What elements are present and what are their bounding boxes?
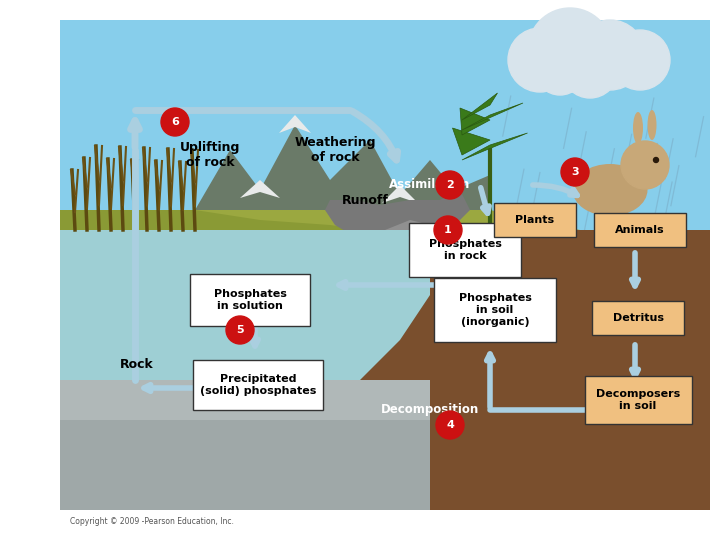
FancyBboxPatch shape [60,20,710,510]
Polygon shape [385,220,430,245]
Text: Runoff: Runoff [341,193,388,206]
Polygon shape [462,103,523,130]
FancyArrowPatch shape [411,238,424,263]
Text: Detritus: Detritus [613,313,664,323]
Polygon shape [462,93,498,120]
Circle shape [226,316,254,344]
Polygon shape [60,420,430,510]
Circle shape [436,171,464,199]
FancyArrowPatch shape [487,354,493,407]
Ellipse shape [633,112,643,144]
Text: Rock: Rock [120,359,154,372]
Circle shape [535,45,585,95]
Circle shape [528,8,612,92]
FancyBboxPatch shape [190,274,310,326]
FancyArrowPatch shape [631,345,639,376]
Polygon shape [460,108,490,135]
Circle shape [621,141,669,189]
Text: Copyright © 2009 -Pearson Education, Inc.: Copyright © 2009 -Pearson Education, Inc… [70,517,234,526]
FancyArrowPatch shape [130,120,140,147]
Circle shape [654,158,659,163]
Polygon shape [60,210,710,290]
Circle shape [562,42,618,98]
Circle shape [575,20,645,90]
FancyArrowPatch shape [631,253,639,286]
Text: Uplifting
of rock: Uplifting of rock [180,141,240,169]
Text: Assimilation: Assimilation [390,179,471,192]
FancyBboxPatch shape [594,213,686,247]
FancyArrowPatch shape [456,239,464,267]
Ellipse shape [572,164,647,216]
Polygon shape [195,125,490,210]
FancyArrowPatch shape [481,188,489,213]
Text: 5: 5 [236,325,244,335]
Text: Weathering
of rock: Weathering of rock [294,136,376,164]
Text: Precipitated
(solid) phosphates: Precipitated (solid) phosphates [200,374,316,396]
Circle shape [161,108,189,136]
Text: Decomposers
in soil: Decomposers in soil [596,389,680,411]
Circle shape [508,28,572,92]
FancyBboxPatch shape [434,278,556,342]
Text: 2: 2 [446,180,454,190]
Text: 6: 6 [171,117,179,127]
Text: Phosphates
in soil
(inorganic): Phosphates in soil (inorganic) [459,293,531,327]
FancyArrowPatch shape [339,282,442,288]
Text: Plants: Plants [516,215,554,225]
FancyBboxPatch shape [193,360,323,410]
Polygon shape [60,380,430,510]
Ellipse shape [647,110,657,140]
Text: 3: 3 [571,167,579,177]
Circle shape [610,30,670,90]
Text: 1: 1 [444,225,452,235]
Text: Decomposition: Decomposition [381,403,479,416]
FancyArrowPatch shape [352,111,397,160]
Polygon shape [462,133,528,160]
Polygon shape [60,230,430,380]
FancyArrowPatch shape [533,185,577,195]
Circle shape [434,216,462,244]
FancyBboxPatch shape [409,223,521,277]
Circle shape [436,411,464,439]
Text: Phosphates
in solution: Phosphates in solution [214,289,287,311]
Circle shape [561,158,589,186]
FancyArrowPatch shape [144,384,192,391]
Text: Animals: Animals [615,225,665,235]
Polygon shape [452,128,490,155]
Text: Phosphates
in rock: Phosphates in rock [428,239,501,261]
Polygon shape [60,210,710,510]
FancyArrowPatch shape [252,325,258,346]
Polygon shape [240,180,280,198]
FancyBboxPatch shape [494,203,576,237]
Polygon shape [279,115,311,133]
Polygon shape [60,230,710,510]
Text: 4: 4 [446,420,454,430]
FancyBboxPatch shape [592,301,684,335]
Polygon shape [382,185,418,203]
Polygon shape [325,190,470,245]
FancyBboxPatch shape [585,376,691,424]
